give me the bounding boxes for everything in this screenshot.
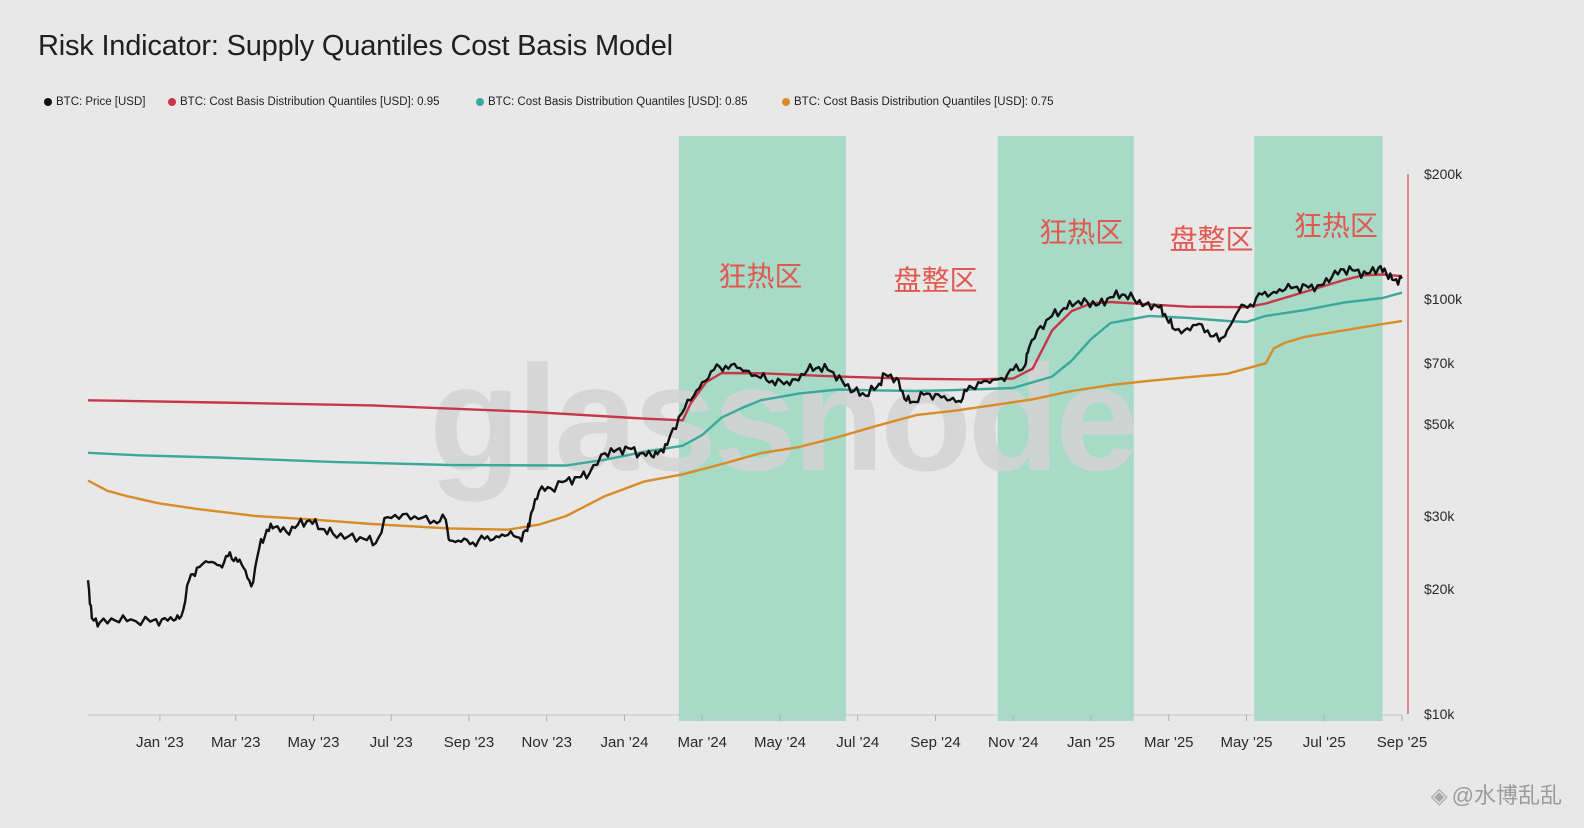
legend-dot-price	[44, 98, 52, 106]
x-tick-label-6: Jan '24	[601, 734, 649, 751]
watermark-text: glassnode	[429, 334, 1135, 502]
x-tick-label-16: Sep '25	[1377, 734, 1427, 751]
series-line-q95	[87, 273, 1403, 422]
shaded-regions	[678, 136, 1383, 721]
shaded-region-3	[1254, 136, 1383, 721]
x-tick-label-4: Sep '23	[444, 734, 494, 751]
annotation-3: 盘整区	[1170, 223, 1254, 256]
y-tick-label-5: $20k	[1424, 581, 1455, 597]
chart-title: Risk Indicator: Supply Quantiles Cost Ba…	[38, 30, 673, 62]
annotation-1: 盘整区	[893, 264, 977, 297]
y-axis: $200k $100k $70k $50k $30k $20k $10k	[1407, 166, 1463, 722]
legend-label-q85: BTC: Cost Basis Distribution Quantiles […	[488, 96, 748, 108]
user-watermark: ◈ @水博乱乱	[1431, 778, 1562, 810]
legend-item-q75[interactable]: BTC: Cost Basis Distribution Quantiles […	[782, 96, 1054, 108]
x-tick-label-13: Mar '25	[1144, 734, 1194, 751]
legend-dot-q95	[168, 98, 176, 106]
x-tick-label-3: Jul '23	[370, 734, 413, 751]
y-tick-label-1: $100k	[1424, 291, 1463, 307]
series-line-q85	[87, 291, 1403, 467]
user-watermark-text: @水博乱乱	[1451, 783, 1562, 808]
legend-item-price[interactable]: BTC: Price [USD]	[44, 96, 145, 108]
series-line-q75	[87, 319, 1403, 531]
x-tick-label-5: Nov '23	[522, 734, 572, 751]
y-tick-label-2: $70k	[1424, 355, 1455, 371]
legend-item-q95[interactable]: BTC: Cost Basis Distribution Quantiles […	[168, 96, 440, 108]
x-tick-label-1: Mar '23	[211, 734, 261, 751]
y-tick-label-0: $200k	[1424, 166, 1463, 182]
x-tick-label-14: May '25	[1220, 734, 1272, 751]
legend-label-q75: BTC: Cost Basis Distribution Quantiles […	[794, 96, 1054, 108]
shaded-region-2	[997, 136, 1134, 721]
x-tick-label-9: Jul '24	[836, 734, 879, 751]
y-tick-label-4: $30k	[1424, 508, 1455, 524]
series-line-price	[86, 264, 1403, 628]
x-tick-label-11: Nov '24	[988, 734, 1038, 751]
x-axis: Jan '23 Mar '23 May '23 Jul '23 Sep '23 Nov '…	[88, 714, 1427, 751]
x-tick-label-0: Jan '23	[136, 734, 184, 751]
binance-icon: ◈	[1430, 783, 1448, 808]
x-tick-label-15: Jul '25	[1303, 734, 1346, 751]
legend-dot-q75	[782, 98, 790, 106]
legend-label-q95: BTC: Cost Basis Distribution Quantiles […	[180, 96, 440, 108]
x-tick-label-8: May '24	[754, 734, 806, 751]
x-tick-label-12: Jan '25	[1067, 734, 1115, 751]
x-tick-label-7: Mar '24	[677, 734, 727, 751]
legend-label-price: BTC: Price [USD]	[56, 96, 146, 108]
x-tick-label-10: Sep '24	[910, 734, 960, 751]
annotation-0: 狂热区	[719, 260, 803, 293]
legend-item-q85[interactable]: BTC: Cost Basis Distribution Quantiles […	[476, 96, 748, 108]
legend-dot-q85	[476, 98, 484, 106]
x-tick-label-2: May '23	[287, 734, 339, 751]
series-group	[86, 264, 1403, 628]
annotation-2: 狂热区	[1039, 216, 1123, 249]
y-tick-label-6: $10k	[1424, 706, 1455, 722]
shaded-region-1	[678, 136, 847, 721]
annotation-4: 狂热区	[1294, 210, 1378, 243]
y-tick-label-3: $50k	[1424, 416, 1455, 432]
